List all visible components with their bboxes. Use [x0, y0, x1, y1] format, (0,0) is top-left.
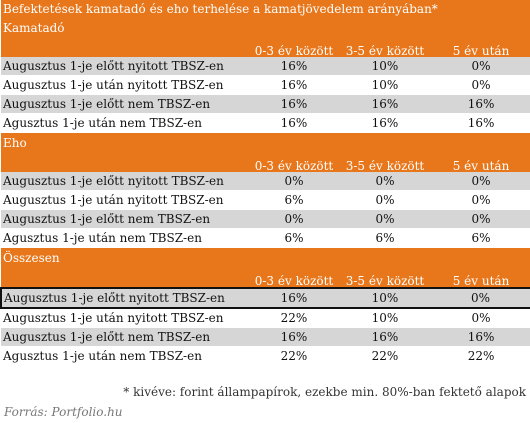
row-label: Agusztus 1-je után nem TBSZ-en	[1, 113, 249, 133]
cell-value: 0%	[249, 209, 339, 229]
section-header: Kamatadó	[1, 18, 530, 37]
cell-value: 16%	[339, 327, 431, 347]
row-label: Augusztus 1-je előtt nem TBSZ-en	[1, 94, 249, 114]
table-row: Augusztus 1-je után nyitott TBSZ-en 22% …	[1, 308, 530, 328]
row-label: Agusztus 1-je után nem TBSZ-en	[1, 228, 249, 248]
cell-value: 22%	[249, 308, 339, 328]
table-title: Befektetések kamatadó és eho terhelése a…	[1, 0, 530, 18]
column-header: 0-3 év között	[249, 267, 339, 288]
cell-value: 0%	[431, 287, 530, 309]
section-title: Összesen	[1, 247, 530, 267]
highlighted-row: Augusztus 1-je előtt nyitott TBSZ-en 16%…	[0, 287, 530, 309]
title-row: Befektetések kamatadó és eho terhelése a…	[1, 0, 530, 18]
column-header-row: 0-3 év között 3-5 év között 5 év után	[1, 152, 530, 172]
row-label: Augusztus 1-je után nyitott TBSZ-en	[1, 190, 249, 210]
cell-value: 16%	[431, 94, 530, 114]
cell-value: 0%	[431, 190, 530, 210]
column-header: 0-3 év között	[249, 37, 339, 57]
row-label: Augusztus 1-je után nyitott TBSZ-en	[1, 308, 249, 328]
cell-value: 22%	[249, 346, 339, 366]
cell-value: 10%	[339, 287, 431, 309]
cell-value: 16%	[339, 94, 431, 114]
column-header: 5 év után	[431, 37, 530, 57]
row-label: Agusztus 1-je után nem TBSZ-en	[1, 346, 249, 366]
cell-value: 0%	[339, 190, 431, 210]
cell-value: 6%	[339, 228, 431, 248]
table-row: Augusztus 1-je előtt nyitott TBSZ-en 16%…	[1, 57, 530, 76]
cell-value: 16%	[249, 75, 339, 95]
column-header: 3-5 év között	[339, 37, 431, 57]
column-header: 3-5 év között	[339, 267, 431, 288]
tax-table: Befektetések kamatadó és eho terhelése a…	[0, 0, 530, 366]
row-label: Augusztus 1-je előtt nyitott TBSZ-en	[0, 287, 249, 309]
cell-value: 0%	[431, 75, 530, 95]
cell-value: 16%	[249, 287, 339, 309]
row-label: Augusztus 1-je előtt nyitott TBSZ-en	[1, 172, 249, 191]
cell-value: 16%	[431, 113, 530, 133]
column-header-row: 0-3 év között 3-5 év között 5 év után	[1, 267, 530, 288]
table-row: Augusztus 1-je előtt nem TBSZ-en 16% 16%…	[1, 94, 530, 114]
cell-value: 22%	[431, 346, 530, 366]
table-row: Augusztus 1-je után nyitott TBSZ-en 16% …	[1, 75, 530, 95]
cell-value: 0%	[339, 209, 431, 229]
cell-value: 0%	[431, 209, 530, 229]
cell-value: 10%	[339, 57, 431, 76]
column-header-empty	[1, 152, 249, 172]
column-header-empty	[1, 267, 249, 288]
row-label: Augusztus 1-je előtt nyitott TBSZ-en	[1, 57, 249, 76]
cell-value: 6%	[431, 228, 530, 248]
table-row: Augusztus 1-je előtt nyitott TBSZ-en 0% …	[1, 172, 530, 191]
cell-value: 16%	[249, 327, 339, 347]
column-header: 3-5 év között	[339, 152, 431, 172]
source-credit: Forrás: Portfolio.hu	[4, 405, 123, 419]
table-row: Augusztus 1-je előtt nem TBSZ-en 16% 16%…	[1, 327, 530, 347]
row-label: Augusztus 1-je előtt nem TBSZ-en	[1, 327, 249, 347]
cell-value: 0%	[431, 308, 530, 328]
footnote: * kivéve: forint állampapírok, ezekbe mi…	[123, 385, 526, 399]
cell-value: 10%	[339, 75, 431, 95]
section-title: Eho	[1, 132, 530, 152]
cell-value: 16%	[249, 57, 339, 76]
cell-value: 16%	[249, 113, 339, 133]
table-row: Agusztus 1-je után nem TBSZ-en 22% 22% 2…	[1, 346, 530, 366]
cell-value: 22%	[339, 346, 431, 366]
column-header: 0-3 év között	[249, 152, 339, 172]
section-header: Összesen	[1, 247, 530, 267]
cell-value: 0%	[339, 172, 431, 191]
column-header: 5 év után	[431, 267, 530, 288]
row-label: Augusztus 1-je után nyitott TBSZ-en	[1, 75, 249, 95]
cell-value: 0%	[431, 57, 530, 76]
cell-value: 16%	[431, 327, 530, 347]
cell-value: 0%	[431, 172, 530, 191]
column-header: 5 év után	[431, 152, 530, 172]
column-header-empty	[1, 37, 249, 57]
column-header-row: 0-3 év között 3-5 év között 5 év után	[1, 37, 530, 57]
cell-value: 10%	[339, 308, 431, 328]
table-row: Augusztus 1-je után nyitott TBSZ-en 6% 0…	[1, 190, 530, 210]
section-header: Eho	[1, 132, 530, 152]
section-title: Kamatadó	[1, 18, 530, 37]
table-row: Augusztus 1-je előtt nem TBSZ-en 0% 0% 0…	[1, 209, 530, 229]
cell-value: 16%	[249, 94, 339, 114]
table-row: Agusztus 1-je után nem TBSZ-en 16% 16% 1…	[1, 113, 530, 133]
cell-value: 6%	[249, 190, 339, 210]
cell-value: 16%	[339, 113, 431, 133]
table-row: Agusztus 1-je után nem TBSZ-en 6% 6% 6%	[1, 228, 530, 248]
cell-value: 6%	[249, 228, 339, 248]
row-label: Augusztus 1-je előtt nem TBSZ-en	[1, 209, 249, 229]
cell-value: 0%	[249, 172, 339, 191]
